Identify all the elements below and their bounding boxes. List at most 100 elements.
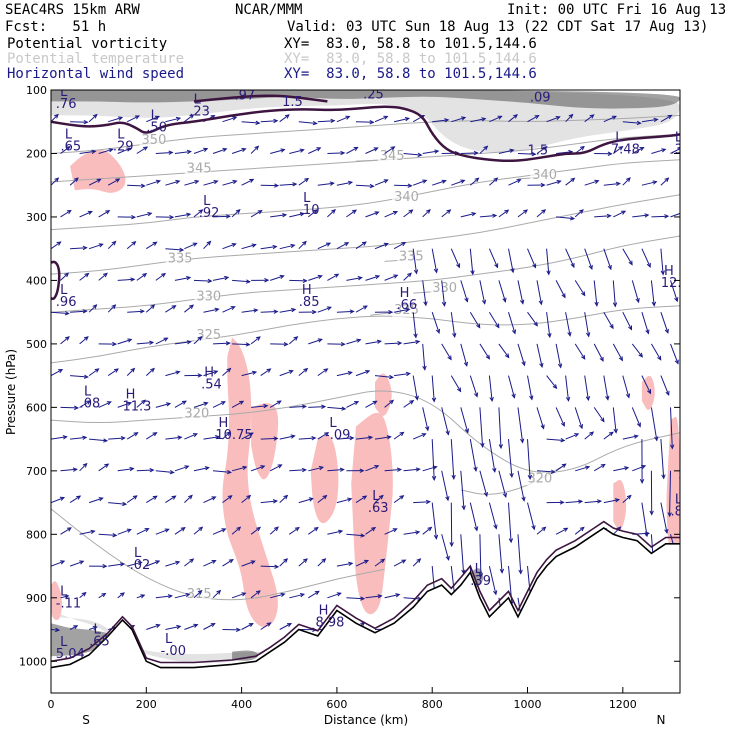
wind-vector xyxy=(51,241,62,250)
hl-value: .09 xyxy=(530,90,551,105)
y-tick-label: 1000 xyxy=(19,655,47,668)
wind-vector xyxy=(374,435,392,440)
wind-vector xyxy=(374,374,395,380)
wind-vector xyxy=(631,280,640,304)
wind-vector xyxy=(212,341,231,346)
wind-vector xyxy=(536,209,547,218)
wind-vector xyxy=(469,502,479,532)
wind-vector xyxy=(613,466,630,472)
wind-vector xyxy=(327,150,346,156)
wind-vector xyxy=(146,179,161,186)
wind-vector xyxy=(88,243,104,250)
wind-vector xyxy=(184,433,198,440)
wind-vector xyxy=(641,248,651,268)
wind-vector xyxy=(422,407,430,432)
wind-vector xyxy=(498,280,507,303)
hl-label-20: L-.09 xyxy=(325,416,350,443)
hl-value: .54 xyxy=(201,377,222,392)
wind-vector xyxy=(594,213,612,219)
wind-vector xyxy=(631,343,644,358)
wind-vector xyxy=(260,368,272,377)
wind-vector xyxy=(146,115,160,123)
wind-vector xyxy=(79,272,90,281)
wind-vector xyxy=(536,146,548,154)
theta-contour-label: 350 xyxy=(142,133,167,148)
wind-vector xyxy=(431,248,439,274)
wind-vector xyxy=(317,494,328,503)
terrain-line-pv xyxy=(51,520,680,664)
theta-label-bg xyxy=(194,290,221,304)
wind-vector xyxy=(422,208,431,218)
hl-label-layer: L.76 L.23L.97L.25L.09L.50L.65L.29L7.48L.3… xyxy=(56,75,692,662)
wind-vector xyxy=(593,280,599,307)
wind-vector xyxy=(88,178,102,186)
hl-label-21: L.63 xyxy=(368,489,389,516)
wind-vector xyxy=(317,118,336,124)
hl-label-10: L.92 xyxy=(199,194,220,221)
wind-vector xyxy=(117,592,125,599)
hl-type: L xyxy=(367,75,375,90)
wind-vector xyxy=(60,336,70,345)
wind-vector xyxy=(193,278,213,284)
wind-vector xyxy=(584,248,593,270)
wind-vector xyxy=(212,147,228,154)
wind-vector xyxy=(394,183,413,188)
wind-vector xyxy=(527,375,534,401)
x-tick-label: 800 xyxy=(422,698,443,711)
wind-vector xyxy=(231,400,245,408)
wind-vector xyxy=(145,304,156,313)
pv-contour-1 xyxy=(193,94,328,103)
wind-vector xyxy=(422,280,428,307)
wind-vector xyxy=(432,118,450,123)
wind-vector xyxy=(184,179,200,186)
wind-vector xyxy=(203,370,219,377)
hl-label-0: L.76 xyxy=(56,90,77,112)
wind-vector xyxy=(107,178,121,186)
hl-type: L xyxy=(203,194,211,209)
theta-label-bg xyxy=(139,133,166,147)
wind-vector xyxy=(565,113,574,123)
wind-vector xyxy=(508,312,517,335)
wind-vector xyxy=(250,336,261,345)
wind-vector xyxy=(450,439,456,480)
hl-value: .81 xyxy=(671,504,692,519)
hl-label-29: L5.04 xyxy=(56,635,85,662)
wind-vector xyxy=(441,470,450,502)
wind-vector xyxy=(412,558,422,567)
wind-vector xyxy=(536,407,545,430)
wind-vector xyxy=(69,495,82,504)
y-tick-label: 200 xyxy=(26,147,47,160)
wind-vector xyxy=(203,560,217,567)
wind-vector xyxy=(79,462,88,472)
hl-value: -.11 xyxy=(56,596,81,611)
wind-vector xyxy=(222,558,234,567)
theta-contour-330-5 xyxy=(51,235,680,313)
wind-vector xyxy=(670,343,679,365)
wind-vector xyxy=(174,212,192,218)
wind-vector xyxy=(241,622,254,630)
wind-vector xyxy=(641,117,659,123)
wind-vector xyxy=(546,248,551,276)
wind-vector xyxy=(393,559,407,567)
wind-vector xyxy=(251,278,270,283)
wind-vector xyxy=(603,248,612,271)
hl-type: L xyxy=(60,635,68,650)
wind-vector xyxy=(88,304,98,313)
wind-vector xyxy=(241,560,256,567)
y-tick-label: 800 xyxy=(26,528,47,541)
theta-label-bg xyxy=(377,149,404,163)
wind-vector xyxy=(441,343,452,361)
hl-label-11: L.10 xyxy=(299,191,320,218)
wind-vector xyxy=(327,529,344,535)
wind-vector xyxy=(346,209,357,218)
wind-vector xyxy=(527,502,536,531)
wind-vector xyxy=(460,212,477,218)
wind-vector xyxy=(449,502,454,548)
y-axis-label: Pressure (hPa) xyxy=(4,349,18,435)
x-axis-label: Distance (km) xyxy=(324,713,408,727)
theta-label-bg xyxy=(184,162,211,176)
hl-label-9: L.32 xyxy=(671,131,681,158)
theta-contour-label: 335 xyxy=(399,250,424,265)
wind-vector xyxy=(126,495,138,504)
